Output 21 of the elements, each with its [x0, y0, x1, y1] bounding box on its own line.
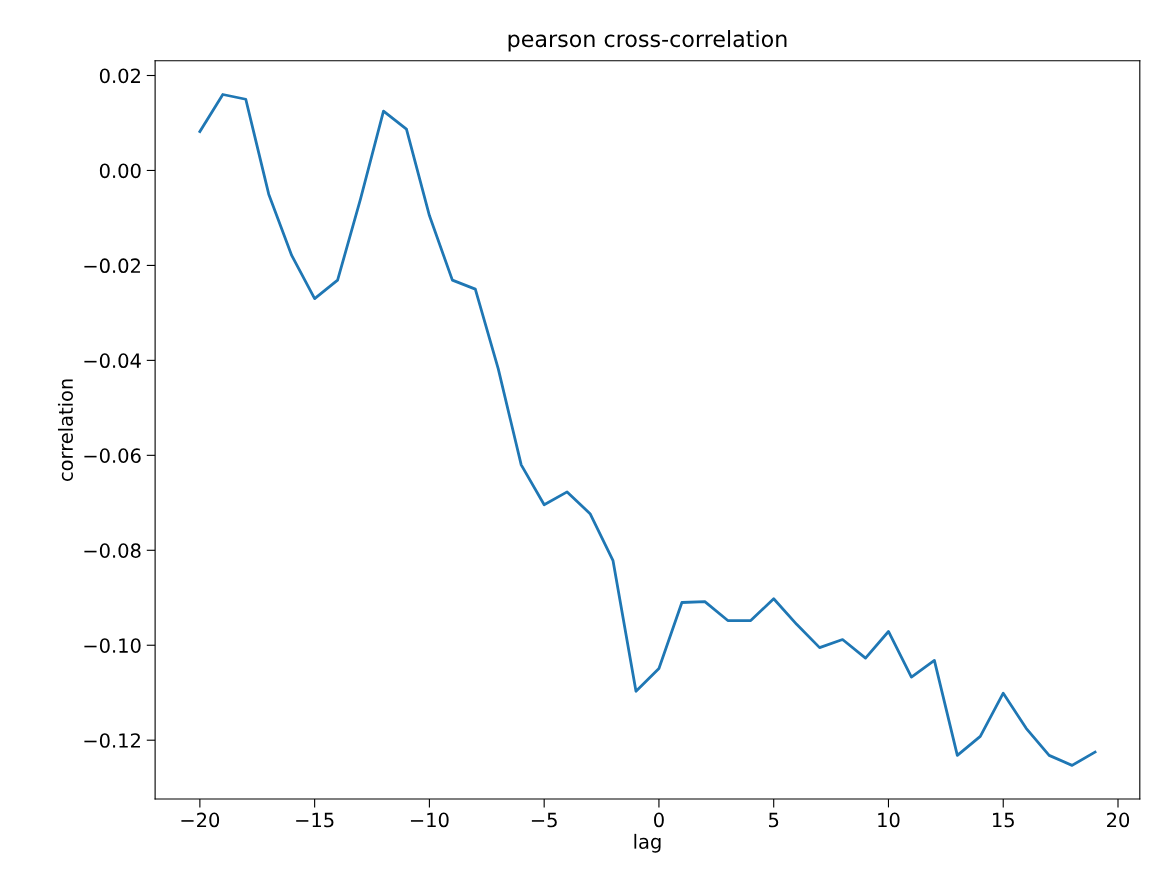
x-tick-label: 0	[654, 812, 664, 828]
chart-title: pearson cross-correlation	[508, 30, 787, 52]
x-tick-label: −20	[181, 812, 220, 828]
x-axis-title: lag	[634, 833, 661, 853]
y-tick-label: 0.00	[99, 163, 141, 179]
x-tick-label: 15	[993, 812, 1014, 828]
line-series	[198, 93, 1097, 767]
y-tick-label: −0.02	[84, 258, 140, 274]
x-tick-label: 5	[769, 812, 779, 828]
y-tick-label: −0.06	[84, 448, 141, 463]
x-tick-label: −5	[531, 812, 557, 828]
y-tick-label: 0.02	[99, 68, 140, 84]
y-tick-label: −0.08	[84, 543, 141, 558]
y-tick-label: −0.10	[84, 638, 141, 653]
y-axis-title: correlation	[57, 379, 74, 482]
y-tick-label: −0.04	[84, 353, 141, 369]
x-tick-label: −15	[296, 812, 334, 828]
x-tick-label: 20	[1107, 812, 1130, 828]
y-tick-label: −0.12	[84, 733, 140, 748]
x-tick-label: 10	[878, 812, 900, 828]
x-tick-label: −10	[410, 812, 449, 828]
